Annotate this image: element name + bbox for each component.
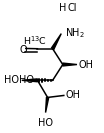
Text: O: O — [19, 45, 27, 55]
Text: OH: OH — [79, 60, 94, 70]
Text: HO: HO — [4, 75, 19, 85]
Polygon shape — [22, 79, 37, 82]
Text: HO: HO — [38, 118, 53, 128]
Polygon shape — [63, 63, 77, 66]
Text: OH: OH — [66, 90, 81, 100]
Text: H$^{13}$C: H$^{13}$C — [23, 35, 47, 47]
Text: HO: HO — [19, 75, 34, 85]
Text: Cl: Cl — [68, 3, 77, 13]
Polygon shape — [46, 97, 49, 113]
Text: H: H — [59, 3, 66, 13]
Polygon shape — [52, 34, 61, 50]
Text: NH$_2$: NH$_2$ — [65, 26, 85, 40]
